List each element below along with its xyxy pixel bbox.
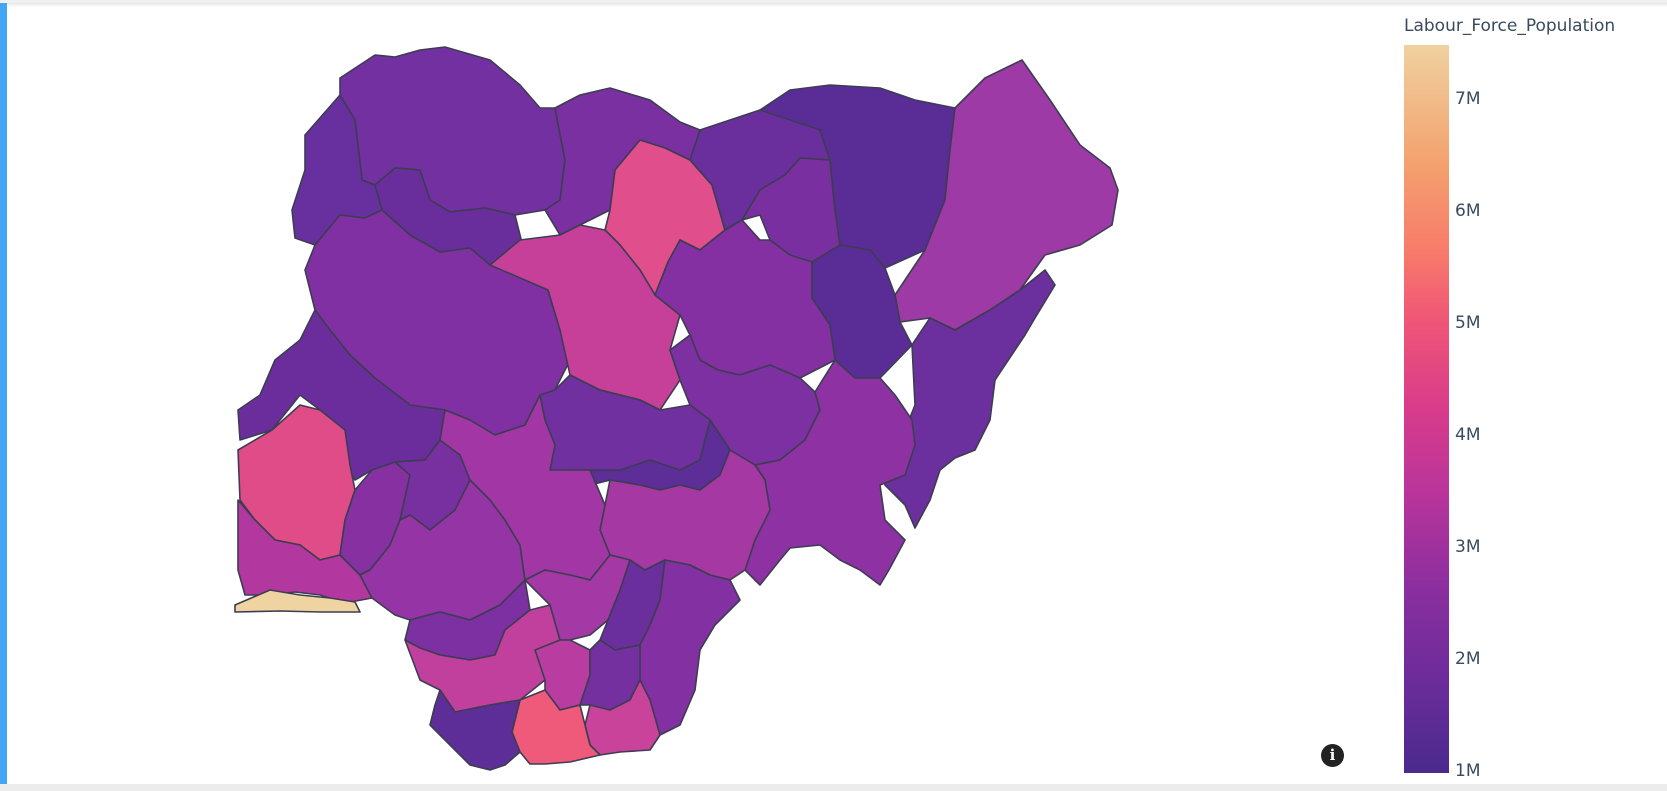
state-region [489, 224, 681, 411]
colorbar-tick: 2M [1455, 649, 1481, 669]
colorbar-tick: 7M [1455, 89, 1481, 109]
state-region [234, 589, 361, 613]
colorbar-tick: 4M [1455, 425, 1481, 445]
colorbar-title: Labour_Force_Population [1404, 16, 1616, 36]
colorbar [1404, 45, 1449, 773]
colorbar-tick: 5M [1455, 313, 1481, 333]
panel-shadow [0, 3, 1667, 7]
state-region [639, 559, 741, 736]
colorbar-tick: 6M [1455, 201, 1481, 221]
accent-bar [0, 3, 7, 787]
colorbar-tick: 1M [1455, 761, 1481, 781]
state-region [894, 59, 1119, 331]
info-icon[interactable]: i [1321, 744, 1344, 767]
bottom-strip [0, 784, 1667, 791]
colorbar-tick: 3M [1455, 537, 1481, 557]
state-region [429, 689, 521, 771]
state-region [439, 394, 611, 581]
